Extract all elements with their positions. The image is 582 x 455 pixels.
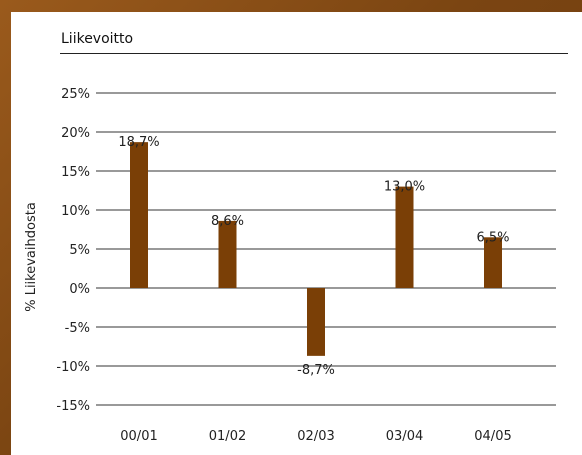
data-label: 18,7% [118,135,159,150]
y-axis-label: % Liikevaihdosta [24,202,39,312]
bar[interactable] [307,288,325,356]
y-tick-label: -15% [56,399,90,414]
y-tick-label: 0% [69,282,90,297]
y-tick-label: 15% [61,165,90,180]
y-tick-label: -10% [56,360,90,375]
y-tick-label: 20% [61,126,90,141]
bar[interactable] [130,142,148,288]
data-label: 6,5% [476,230,509,245]
x-tick-label: 04/05 [474,429,511,444]
bar[interactable] [395,186,414,288]
x-tick-label: 01/02 [209,429,246,444]
chart-title: Liikevoitto [61,31,134,47]
bar-chart: 25% 20% 15% 10% 5% 0% -5% -10% -15% % Liikevaihdo… [24,87,556,444]
data-label: 13,0% [384,180,425,195]
bar[interactable] [218,220,237,288]
chart-panel: Liikevoitto 25% 20% 15% 10% 5% 0% -5% -10% -15%%… [11,12,582,455]
x-tick-label: 03/04 [386,429,423,444]
y-tick-label: -5% [65,321,90,336]
x-tick-label: 00/01 [120,429,157,444]
data-label: 8,6% [211,214,244,229]
y-tick-label: 25% [61,87,90,102]
data-label: -8,7% [297,363,335,378]
title-rule [60,53,568,54]
bar[interactable] [484,237,502,288]
y-tick-label: 5% [69,243,90,258]
x-tick-label: 02/03 [297,429,334,444]
y-tick-label: 10% [61,204,90,219]
